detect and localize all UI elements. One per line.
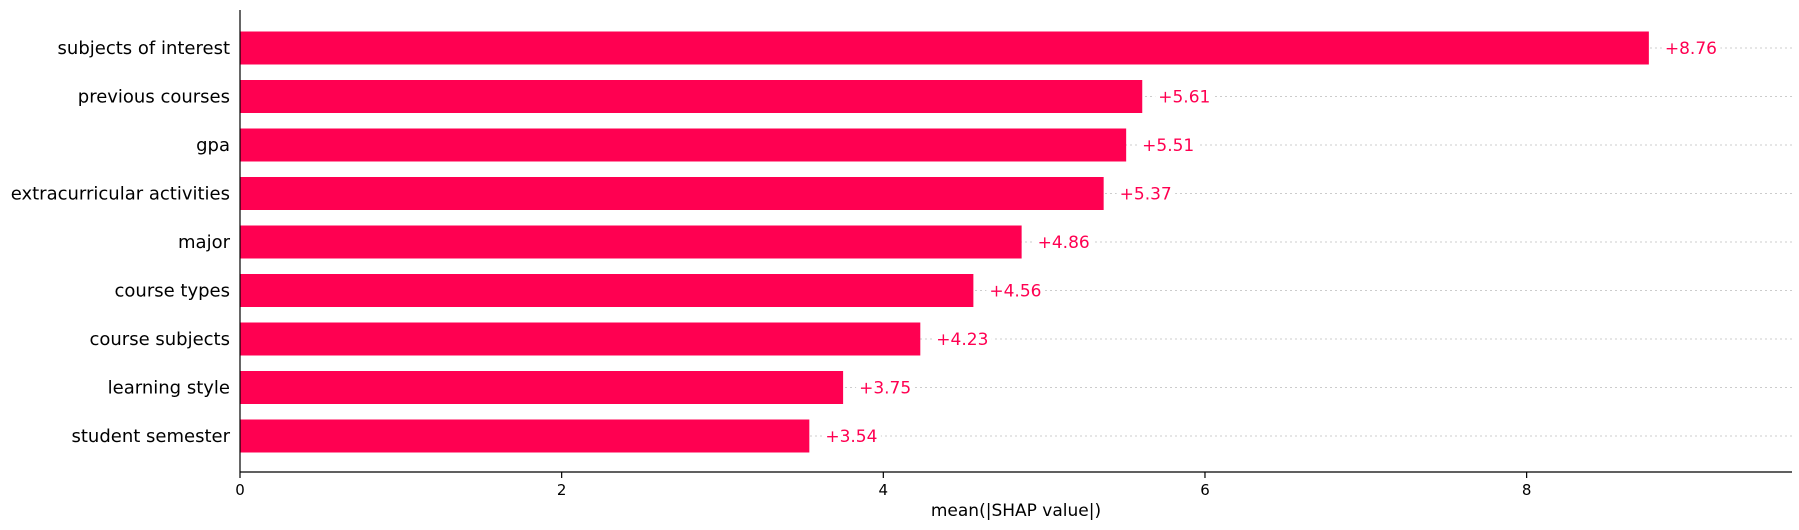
category-label: gpa (196, 135, 230, 156)
x-tick-label: 4 (879, 481, 889, 499)
bar (240, 371, 844, 404)
value-label: +3.54 (825, 427, 877, 447)
category-label: learning style (108, 378, 230, 399)
x-axis-title: mean(|SHAP value|) (931, 501, 1101, 521)
bar (240, 322, 921, 356)
value-label: +8.76 (1665, 39, 1717, 59)
value-label-bg (1661, 37, 1721, 59)
category-label: student semester (71, 426, 230, 447)
value-label-bg (986, 279, 1045, 302)
value-label: +5.51 (1142, 136, 1194, 156)
category-label: extracurricular activities (11, 184, 230, 205)
bar (240, 419, 810, 453)
value-label: +5.61 (1158, 88, 1210, 108)
x-ticks: 0 2 4 6 8 (235, 472, 1531, 499)
bar (240, 128, 1127, 162)
value-label-bg (1034, 231, 1094, 253)
value-label: +4.56 (989, 282, 1041, 302)
value-label-bg (1155, 85, 1214, 108)
category-label: course types (115, 281, 230, 302)
value-label-bg (1139, 134, 1198, 156)
value-label-bg (933, 328, 992, 350)
x-tick-label: 6 (1200, 481, 1210, 499)
value-labels: +8.76 +5.61 +5.51 +5.37 +4.86 +4.56 +4.23 +3.75… (822, 37, 1721, 447)
value-label: +4.23 (936, 330, 988, 350)
x-tick-label: 0 (235, 481, 245, 499)
value-label: +4.86 (1038, 233, 1090, 253)
category-label: subjects of interest (58, 38, 230, 59)
bar (240, 274, 974, 307)
bar (240, 225, 1022, 259)
x-tick-label: 8 (1522, 481, 1532, 499)
value-label: +5.37 (1120, 185, 1172, 205)
category-label: previous courses (78, 87, 230, 108)
category-label: course subjects (89, 329, 230, 350)
value-label-bg (1116, 182, 1176, 205)
category-labels: subjects of interest previous courses gpa e… (11, 38, 231, 447)
value-label-bg (822, 425, 881, 447)
bars (240, 31, 1649, 453)
category-label: major (178, 232, 231, 253)
value-label-bg (856, 376, 915, 399)
x-tick-label: 2 (557, 481, 567, 499)
bar (240, 177, 1104, 210)
value-label: +3.75 (859, 379, 911, 399)
bar (240, 80, 1143, 113)
bar (240, 31, 1649, 65)
